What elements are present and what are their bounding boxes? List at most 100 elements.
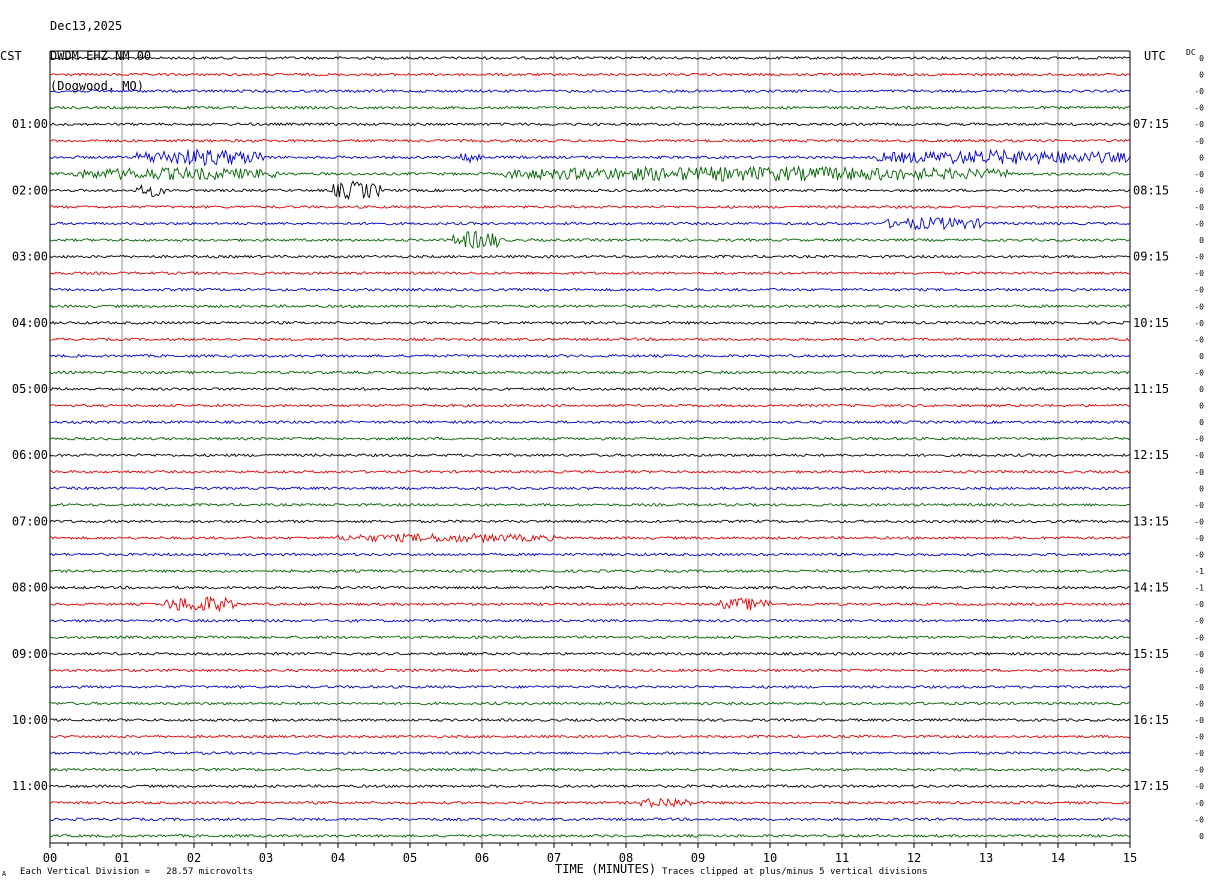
trace-row-32 [49, 568, 1131, 574]
dc-offset-1: 0 [1199, 54, 1204, 63]
trace-row-37 [49, 651, 1131, 656]
trace-row-31 [49, 552, 1131, 557]
dc-offset-9: -0 [1194, 186, 1204, 195]
left-hour-label-01:00: 01:00 [12, 117, 48, 131]
dc-offset-7: 0 [1199, 153, 1204, 162]
right-timezone-label: UTC [1144, 49, 1166, 63]
dc-offset-38: -0 [1194, 666, 1204, 675]
x-tick-label-04: 04 [331, 851, 345, 865]
dc-header-label: DC [1186, 48, 1196, 57]
trace-row-36 [49, 635, 1131, 640]
dc-offset-10: -0 [1194, 203, 1204, 212]
left-hour-label-07:00: 07:00 [12, 514, 48, 528]
trace-row-41 [49, 717, 1131, 723]
dc-offset-41: -0 [1194, 716, 1204, 725]
right-hour-label-12:15: 12:15 [1133, 448, 1169, 462]
left-hour-label-05:00: 05:00 [12, 382, 48, 396]
dc-offset-24: -0 [1194, 435, 1204, 444]
trace-row-9 [49, 180, 1131, 201]
x-tick-label-06: 06 [475, 851, 489, 865]
trace-row-33 [49, 585, 1131, 590]
dc-offset-4: -0 [1194, 104, 1204, 113]
dc-offset-35: -0 [1194, 617, 1204, 626]
dc-offset-28: -0 [1194, 501, 1204, 510]
trace-row-35 [49, 618, 1131, 623]
x-tick-label-08: 08 [619, 851, 633, 865]
right-hour-label-10:15: 10:15 [1133, 316, 1169, 330]
trace-row-20 [49, 370, 1131, 375]
dc-offset-8: -0 [1194, 170, 1204, 179]
trace-row-48 [49, 833, 1131, 839]
dc-offset-19: 0 [1199, 352, 1204, 361]
dc-offset-23: 0 [1199, 418, 1204, 427]
trace-row-10 [49, 204, 1131, 210]
dc-offset-40: -0 [1194, 699, 1204, 708]
trace-row-21 [49, 386, 1131, 392]
trace-row-19 [49, 353, 1131, 359]
left-hour-label-09:00: 09:00 [12, 647, 48, 661]
trace-row-23 [49, 420, 1131, 425]
dc-offset-3: -0 [1194, 87, 1204, 96]
dc-offset-31: -0 [1194, 551, 1204, 560]
dc-offset-39: -0 [1194, 683, 1204, 692]
trace-row-13 [49, 254, 1131, 259]
dc-offset-30: -0 [1194, 534, 1204, 543]
dc-offset-47: -0 [1194, 815, 1204, 824]
x-tick-label-12: 12 [907, 851, 921, 865]
right-hour-label-07:15: 07:15 [1133, 117, 1169, 131]
trace-row-47 [49, 817, 1131, 822]
dc-offset-27: 0 [1199, 484, 1204, 493]
dc-offset-6: -0 [1194, 137, 1204, 146]
trace-row-2 [49, 72, 1131, 77]
dc-offset-11: -0 [1194, 220, 1204, 229]
trace-row-4 [49, 105, 1131, 110]
x-tick-label-02: 02 [187, 851, 201, 865]
dc-offset-34: -0 [1194, 600, 1204, 609]
x-tick-label-15: 15 [1123, 851, 1137, 865]
trace-row-29 [49, 519, 1131, 524]
left-hour-label-02:00: 02:00 [12, 183, 48, 197]
dc-offset-20: -0 [1194, 368, 1204, 377]
dc-offset-2: 0 [1199, 71, 1204, 80]
dc-offset-25: -0 [1194, 451, 1204, 460]
dc-offset-42: -0 [1194, 733, 1204, 742]
trace-row-12 [49, 230, 1131, 250]
trace-row-14 [49, 270, 1131, 276]
scale-note: Each Vertical Division = 28.57 microvolt… [20, 867, 253, 877]
trace-row-27 [49, 486, 1131, 491]
dc-offset-36: -0 [1194, 633, 1204, 642]
x-tick-label-03: 03 [259, 851, 273, 865]
corner-mark: A [2, 870, 7, 878]
right-hour-label-08:15: 08:15 [1133, 183, 1169, 197]
left-hour-label-04:00: 04:00 [12, 316, 48, 330]
x-tick-label-10: 10 [763, 851, 777, 865]
right-hour-label-13:15: 13:15 [1133, 514, 1169, 528]
x-tick-label-13: 13 [979, 851, 993, 865]
dc-offset-48: 0 [1199, 832, 1204, 841]
trace-row-22 [49, 403, 1131, 408]
dc-offset-43: -0 [1194, 749, 1204, 758]
trace-row-30 [49, 532, 1131, 544]
x-tick-label-05: 05 [403, 851, 417, 865]
dc-offset-18: -0 [1194, 335, 1204, 344]
right-hour-label-11:15: 11:15 [1133, 382, 1169, 396]
trace-row-45 [49, 784, 1131, 789]
trace-row-11 [49, 216, 1131, 231]
right-hour-label-15:15: 15:15 [1133, 647, 1169, 661]
trace-row-18 [49, 337, 1131, 342]
trace-row-7 [49, 148, 1131, 167]
left-timezone-label: CST [0, 49, 22, 63]
dc-offset-37: -0 [1194, 650, 1204, 659]
dc-offset-46: -0 [1194, 799, 1204, 808]
x-tick-label-01: 01 [115, 851, 129, 865]
trace-row-16 [49, 304, 1131, 309]
trace-row-46 [49, 797, 1131, 809]
dc-offset-29: -0 [1194, 517, 1204, 526]
dc-offset-21: 0 [1199, 385, 1204, 394]
dc-offset-5: -0 [1194, 120, 1204, 129]
trace-row-28 [49, 502, 1131, 507]
left-hour-label-11:00: 11:00 [12, 779, 48, 793]
trace-row-17 [49, 320, 1131, 325]
x-axis-title: TIME (MINUTES) [555, 862, 657, 876]
